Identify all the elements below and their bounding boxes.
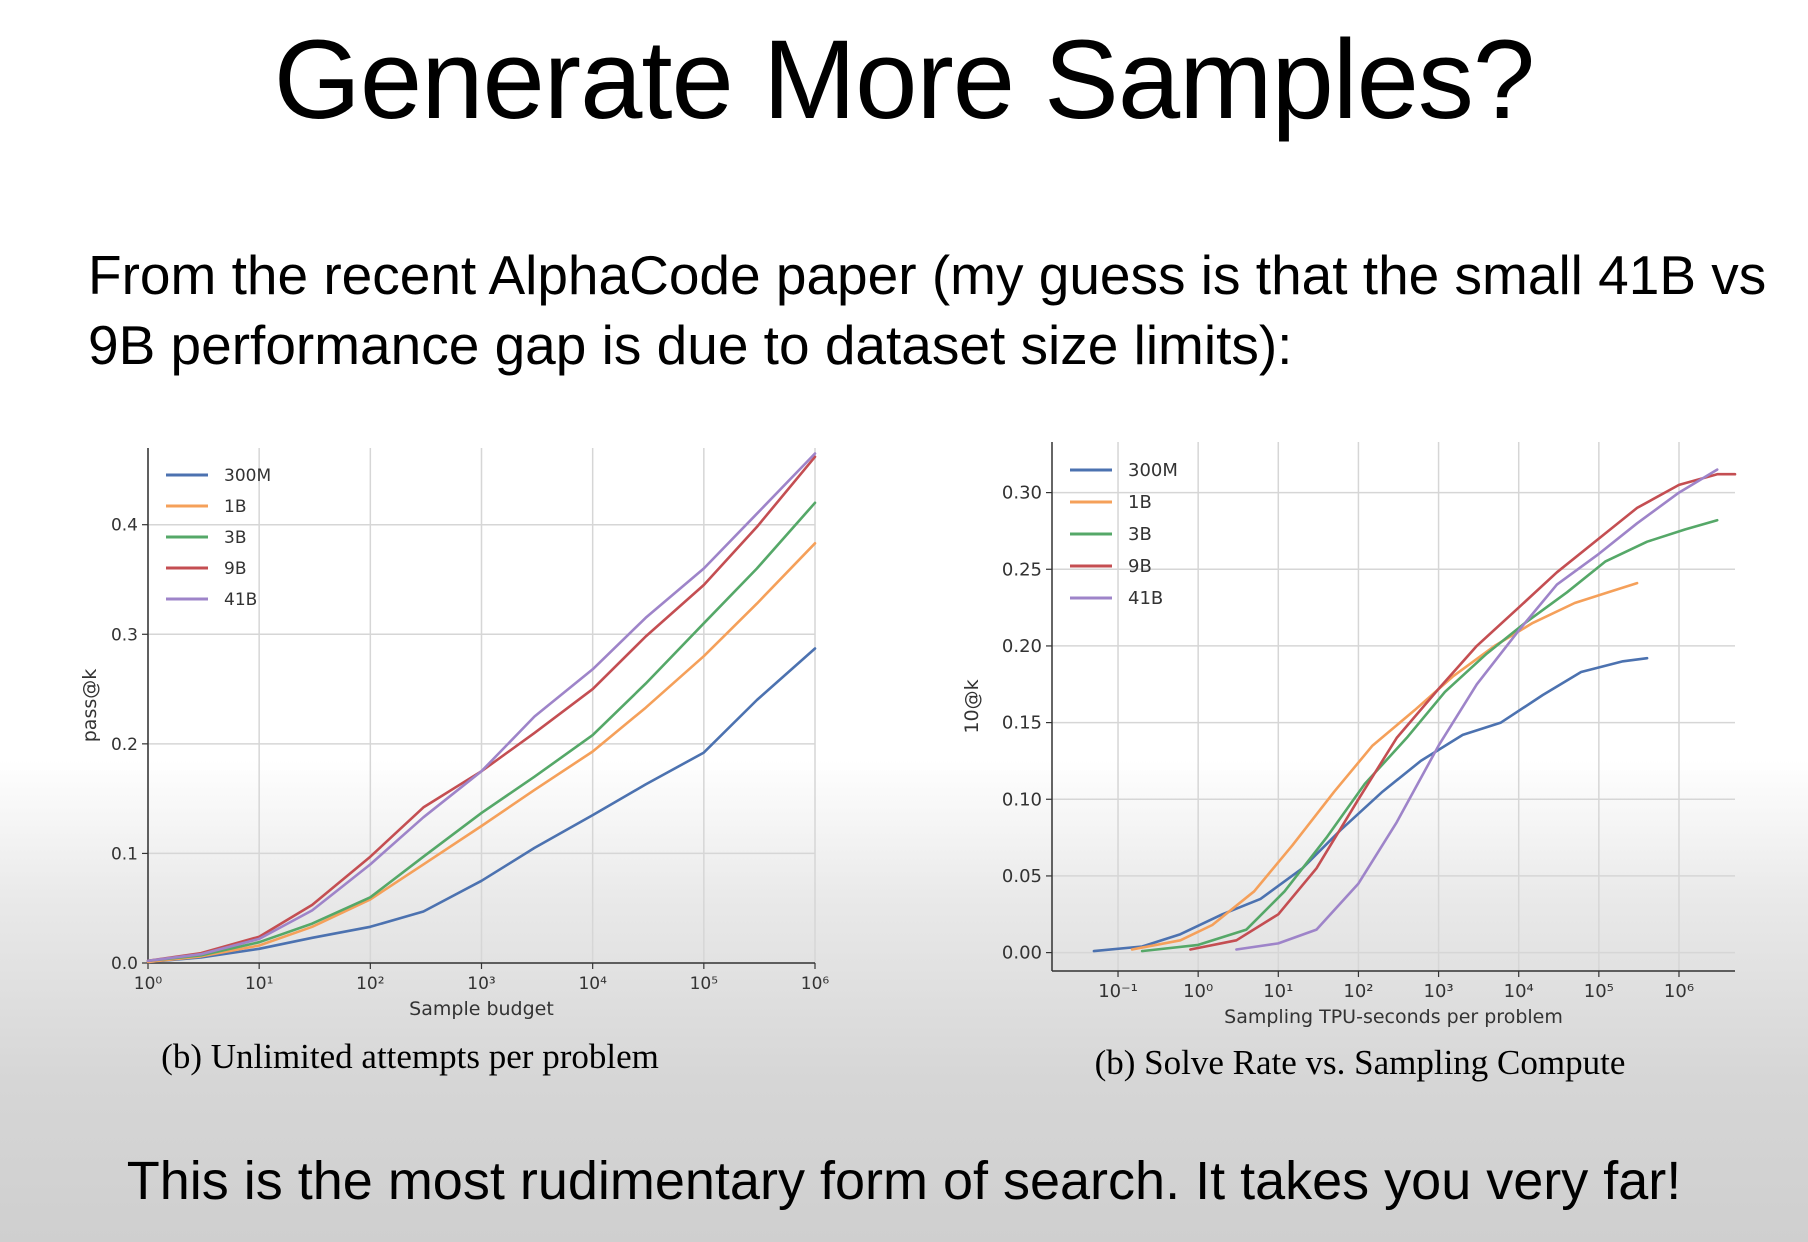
series-line-300m [1092,656,1649,953]
x-tick-label: 10⁴ [1504,981,1534,1002]
x-tick-label: 10⁰ [134,974,163,994]
left-chart-caption: (b) Unlimited attempts per problem [161,1037,659,1076]
y-tick-label: 0.3 [111,625,138,645]
x-tick-label: 10⁶ [801,974,830,994]
y-tick-label: 0.10 [1002,789,1042,810]
legend-label-3b: 3B [224,528,246,548]
legend-label-9b: 9B [224,559,246,579]
y-tick-label: 0.30 [1002,483,1042,504]
x-tick-label: 10² [356,974,384,994]
legend-label-9b: 9B [1128,556,1152,577]
legend-label-300m: 300M [224,466,271,486]
x-tick-label: 10⁶ [1664,981,1694,1002]
y-tick-label: 0.25 [1002,559,1042,580]
legend-label-1b: 1B [1128,492,1152,513]
y-axis-label: pass@k [79,669,101,743]
left-chart: 10⁰ 10¹ 10² 10³ 10⁴ 10⁵ 10⁶ 0.0 0.1 0.2 0.3 0.4 Samp… [79,448,830,1020]
y-tick-label: 0.20 [1002,636,1042,657]
slide-footer: This is the most rudimentary form of sea… [126,1151,1682,1211]
series-line-3b [146,501,817,963]
y-tick-label: 0.05 [1002,866,1042,887]
x-tick-label: 10² [1343,981,1373,1002]
series-line-9b [1189,472,1737,951]
series-line-3b [1140,518,1719,953]
x-tick-label: 10⁵ [1584,981,1614,1002]
series-line-41b [1235,468,1719,951]
y-tick-label: 0.1 [111,844,138,864]
x-axis-label: Sample budget [409,998,554,1020]
x-tick-label: 10⁻¹ [1098,981,1138,1002]
x-tick-label: 10⁰ [1183,981,1213,1002]
right-chart: 10⁻¹ 10⁰ 10¹ 10² 10³ 10⁴ 10⁵ 10⁶ 0.00 0.05 0.10 0.1… [961,442,1737,1028]
right-chart-caption: (b) Solve Rate vs. Sampling Compute [1094,1043,1626,1082]
slide-intro-text: From the recent AlphaCode paper (my gues… [88,244,1767,376]
y-tick-label: 0.0 [111,954,138,974]
series-line-41b [146,452,817,963]
series-line-300m [146,647,817,964]
x-tick-label: 10³ [1424,981,1454,1002]
legend-label-1b: 1B [224,497,246,517]
x-tick-label: 10⁴ [578,974,607,994]
x-tick-label: 10¹ [245,974,273,994]
legend-label-300m: 300M [1128,460,1178,481]
series-line-1b [1130,581,1639,951]
legend-label-41b: 41B [224,590,257,610]
y-axis-label: 10@k [961,679,983,733]
slide-title: Generate More Samples? [273,17,1535,142]
x-axis-label: Sampling TPU-seconds per problem [1224,1006,1563,1028]
x-tick-label: 10³ [467,974,495,994]
y-tick-label: 0.4 [111,516,138,536]
y-tick-label: 0.15 [1002,713,1042,734]
x-tick-label: 10¹ [1263,981,1293,1002]
legend-label-3b: 3B [1128,524,1152,545]
x-tick-label: 10⁵ [690,974,718,994]
y-tick-label: 0.2 [111,735,138,755]
series-line-1b [146,542,817,964]
legend-label-41b: 41B [1128,588,1163,609]
y-tick-label: 0.00 [1002,943,1042,964]
